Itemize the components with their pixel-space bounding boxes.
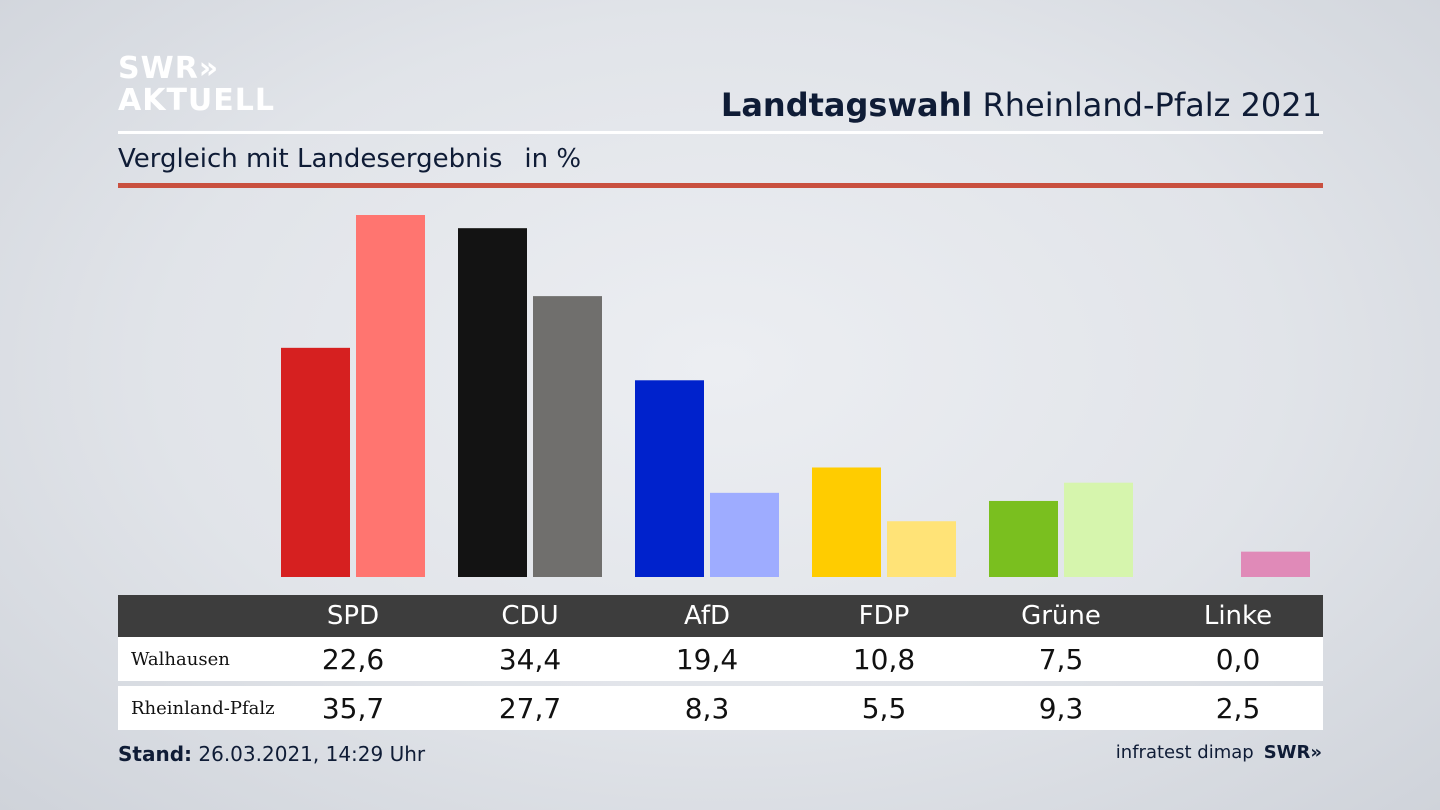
swr-brand: SWR»: [1263, 742, 1322, 763]
value-cdu: 27,7: [498, 691, 562, 725]
table-row-walhausen: Walhausen 22,6 34,4 19,4 10,8 7,5 0,0: [118, 637, 1323, 681]
title-divider: [118, 131, 1323, 134]
bar-grüne-walhausen: [989, 500, 1058, 577]
logo-line-1: SWR»: [118, 51, 220, 86]
table-header: SPD CDU AfD FDP Grüne Linke: [118, 595, 1323, 637]
value-afd: 19,4: [675, 642, 739, 676]
subtitle-text: Vergleich mit Landesergebnis: [118, 144, 503, 174]
row-label: Walhausen: [131, 648, 230, 670]
results-table: SPD CDU AfD FDP Grüne Linke Walhausen 22,6 34,…: [118, 595, 1323, 730]
value-linke: 2,5: [1215, 691, 1261, 725]
column-header-linke: Linke: [1203, 601, 1273, 631]
column-header-spd: SPD: [326, 601, 380, 631]
stand-label: Stand:: [118, 742, 193, 766]
page-title: Landtagswahl Rheinland-Pfalz 2021: [721, 86, 1322, 124]
stand-value: 26.03.2021, 14:29 Uhr: [198, 742, 426, 766]
subtitle-unit: in %: [524, 144, 582, 174]
row-label: Rheinland-Pfalz: [131, 697, 275, 719]
value-grüne: 7,5: [1038, 642, 1084, 676]
value-spd: 35,7: [321, 691, 385, 725]
bar-linke-rheinland-pfalz: [1241, 551, 1310, 577]
table-row-rheinland-pfalz: Rheinland-Pfalz 35,7 27,7 8,3 5,5 9,3 2,5: [118, 686, 1323, 730]
swr-aktuell-logo: SWR» AKTUELL: [118, 54, 275, 116]
title-bold: Landtagswahl: [720, 86, 973, 124]
bar-grüne-rheinland-pfalz: [1064, 482, 1133, 577]
value-linke: 0,0: [1215, 642, 1261, 676]
bar-afd-rheinland-pfalz: [710, 492, 779, 577]
value-grüne: 9,3: [1038, 691, 1084, 725]
column-header-grüne: Grüne: [1021, 601, 1101, 631]
timestamp: Stand: 26.03.2021, 14:29 Uhr: [118, 742, 425, 766]
bar-afd-walhausen: [635, 380, 704, 577]
chart-subtitle: Vergleich mit Landesergebnis in %: [118, 144, 581, 174]
bar-fdp-rheinland-pfalz: [887, 521, 956, 577]
value-fdp: 10,8: [852, 642, 916, 676]
source-text: infratest dimap: [1115, 742, 1254, 763]
value-spd: 22,6: [321, 642, 385, 676]
source-credit: infratest dimap SWR»: [1116, 742, 1322, 763]
bar-cdu-rheinland-pfalz: [533, 296, 602, 577]
bar-cdu-walhausen: [458, 228, 527, 577]
bar-spd-walhausen: [281, 347, 350, 577]
value-cdu: 34,4: [498, 642, 562, 676]
bar-spd-rheinland-pfalz: [356, 215, 425, 577]
column-header-fdp: FDP: [858, 601, 910, 631]
column-header-afd: AfD: [683, 601, 731, 631]
title-rest: Rheinland-Pfalz 2021: [982, 86, 1322, 124]
bar-fdp-walhausen: [812, 467, 881, 577]
value-afd: 8,3: [684, 691, 730, 725]
column-header-cdu: CDU: [501, 601, 559, 631]
logo-line-2: AKTUELL: [118, 83, 276, 118]
subtitle-divider: [118, 183, 1323, 188]
value-fdp: 5,5: [861, 691, 907, 725]
